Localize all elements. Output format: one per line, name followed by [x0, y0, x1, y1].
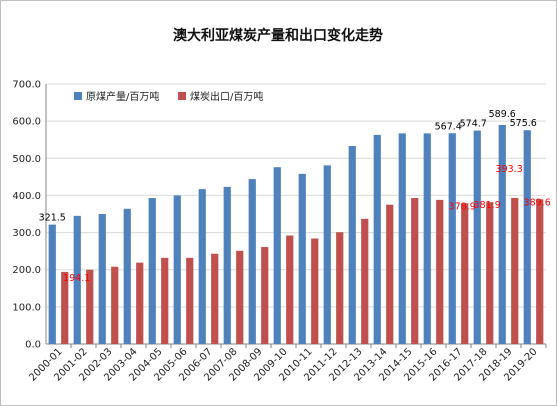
data-label-export: 194.1	[63, 273, 90, 284]
y-tick-label: 0.0	[25, 340, 41, 351]
bar-export	[186, 257, 194, 344]
bar-production	[123, 208, 131, 344]
bar-export	[211, 253, 219, 344]
bar-export	[161, 257, 169, 344]
bar-export	[511, 197, 519, 344]
bar-export	[311, 238, 319, 344]
bar-production	[298, 173, 306, 344]
bar-production	[73, 215, 81, 344]
data-labels: 321.5 194.1 567.4 378.9 574.7 381.9 589.6 393.3…	[39, 109, 551, 284]
data-label-export: 393.3	[496, 164, 523, 175]
bar-production	[223, 186, 231, 344]
bar-production	[348, 146, 356, 344]
bar-export	[536, 199, 544, 344]
bar-export	[361, 218, 369, 344]
bar-production	[273, 167, 281, 344]
bar-export	[461, 203, 469, 344]
data-label-production: 567.4	[435, 121, 462, 132]
legend-swatch-production	[74, 92, 82, 100]
legend-label-export: 煤炭出口/百万吨	[190, 90, 263, 103]
data-label-export: 381.9	[474, 200, 501, 211]
bar-production	[398, 133, 406, 344]
bar-export	[86, 269, 94, 344]
legend-label-production: 原煤产量/百万吨	[86, 90, 159, 103]
bar-production	[373, 134, 381, 344]
bar-export	[61, 271, 69, 344]
data-label-production: 321.5	[39, 213, 66, 224]
bar-export	[286, 235, 294, 344]
gridlines	[46, 83, 546, 308]
bar-production	[523, 130, 531, 344]
bar-production	[473, 130, 481, 344]
bar-export	[136, 262, 144, 344]
bar-production	[323, 165, 331, 344]
legend-swatch-export	[178, 92, 186, 100]
y-tick-label: 600.0	[12, 117, 41, 128]
y-tick-label: 200.0	[12, 265, 41, 276]
bar-production	[198, 189, 206, 344]
bar-export	[386, 204, 394, 344]
bar-production	[173, 195, 181, 344]
y-tick-label: 300.0	[12, 228, 41, 239]
bar-export	[236, 250, 244, 344]
y-tick-label: 400.0	[12, 191, 41, 202]
data-label-production: 574.7	[460, 119, 487, 130]
data-label-production: 589.6	[489, 109, 516, 120]
bar-export	[261, 247, 269, 344]
bar-export	[486, 202, 494, 344]
y-tick-label: 700.0	[12, 80, 41, 91]
bars	[48, 125, 544, 345]
bar-production	[448, 133, 456, 344]
bar-production	[98, 214, 106, 344]
legend: 原煤产量/百万吨 煤炭出口/百万吨	[74, 90, 263, 103]
bar-export	[111, 266, 119, 344]
data-label-export: 378.9	[449, 201, 476, 212]
bar-production	[248, 179, 256, 344]
data-label-production: 575.6	[510, 118, 537, 129]
y-tick-label: 100.0	[12, 302, 41, 313]
bar-production	[148, 198, 156, 344]
y-tick-label: 500.0	[12, 154, 41, 165]
bar-production	[423, 133, 431, 344]
data-label-export: 389.6	[524, 197, 551, 208]
bar-production	[498, 125, 506, 345]
bar-production	[48, 224, 56, 344]
bar-export	[336, 232, 344, 344]
chart-title: 澳大利亚煤炭产量和出口变化走势	[173, 27, 383, 44]
bar-export	[411, 198, 419, 344]
bar-export	[436, 199, 444, 344]
